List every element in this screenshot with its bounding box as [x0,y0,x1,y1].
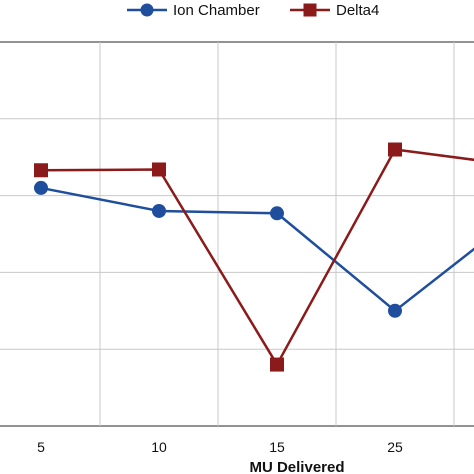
x-tick-label: 15 [269,439,285,455]
data-point-ion-chamber [152,203,166,218]
legend: Ion Chamber Delta4 [127,2,379,19]
data-point-delta4 [270,357,284,372]
data-point-delta4 [388,142,402,157]
legend-marker-delta4 [303,3,317,17]
series-layer [34,142,474,372]
series-ion-chamber [34,180,474,318]
grid-lines [0,41,474,427]
data-point-delta4 [152,162,166,177]
series-line-delta4 [40,148,474,366]
legend-marker-ion-chamber [140,3,154,17]
data-point-ion-chamber [34,180,48,195]
x-axis-title: MU Delivered [249,459,344,474]
data-point-ion-chamber [270,206,284,221]
legend-item-ion-chamber: Ion Chamber [127,2,260,19]
legend-label-delta4: Delta4 [336,2,379,19]
x-tick-label: 5 [37,439,45,455]
data-point-delta4 [34,163,48,178]
series-delta4 [34,142,474,372]
legend-label-ion-chamber: Ion Chamber [173,2,260,19]
x-tick-labels: 510152530 [37,439,403,455]
x-tick-label: 25 [387,439,403,455]
data-point-ion-chamber [388,303,402,318]
series-line-ion-chamber [40,186,474,313]
x-tick-label: 10 [151,439,167,455]
legend-item-delta4: Delta4 [290,2,379,19]
